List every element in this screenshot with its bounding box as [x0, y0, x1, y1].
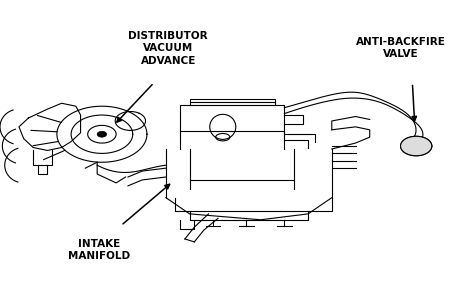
Text: INTAKE
MANIFOLD: INTAKE MANIFOLD	[68, 239, 131, 261]
Text: DISTRIBUTOR
VACUUM
ADVANCE: DISTRIBUTOR VACUUM ADVANCE	[128, 31, 208, 66]
Circle shape	[401, 136, 432, 156]
Circle shape	[97, 131, 107, 137]
Text: ANTI-BACKFIRE
VALVE: ANTI-BACKFIRE VALVE	[356, 37, 446, 59]
